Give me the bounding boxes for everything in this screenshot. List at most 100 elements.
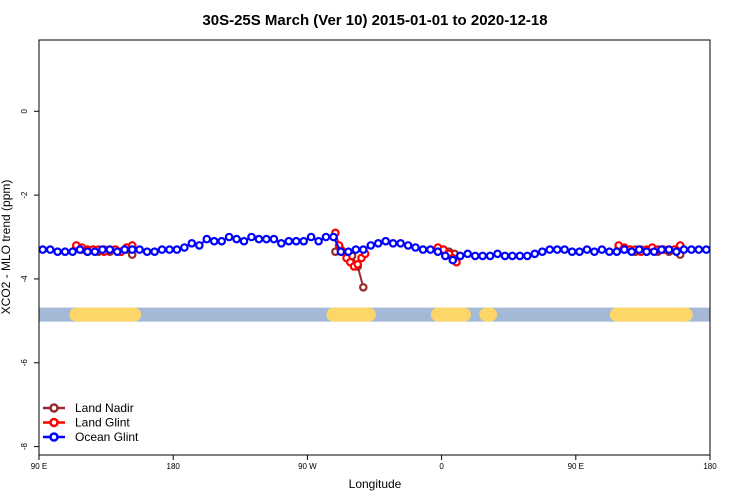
point-ocean-glint <box>142 247 152 257</box>
point-ocean-glint <box>649 247 659 257</box>
point-ocean-glint <box>537 247 547 257</box>
point-ocean-glint <box>552 245 562 254</box>
point-ocean-glint <box>202 234 212 244</box>
point-ocean-glint <box>440 251 450 261</box>
x-tick-label: 180 <box>167 462 181 471</box>
point-ocean-glint <box>165 245 174 254</box>
point-land-glint <box>353 259 363 269</box>
point-ocean-glint <box>403 241 413 250</box>
point-ocean-glint <box>597 245 607 254</box>
point-ocean-glint <box>493 249 502 259</box>
point-ocean-glint <box>224 232 234 242</box>
point-ocean-glint <box>45 245 55 254</box>
point-ocean-glint <box>530 249 540 259</box>
point-ocean-glint <box>545 245 555 254</box>
y-tick-label: 0 <box>20 108 29 113</box>
point-ocean-glint <box>68 247 77 257</box>
y-tick-label: -2 <box>20 191 29 199</box>
y-axis-label: XCO2 - MLO trend (ppm) <box>0 180 13 315</box>
point-ocean-glint <box>567 247 577 257</box>
point-ocean-glint <box>657 245 666 254</box>
point-ocean-glint <box>90 247 100 257</box>
point-ocean-glint <box>575 247 584 257</box>
point-ocean-glint <box>105 245 115 254</box>
point-ocean-glint <box>590 247 599 257</box>
legend-label-land-nadir: Land Nadir <box>75 401 134 415</box>
legend-label-ocean-glint: Ocean Glint <box>75 430 139 444</box>
legend-marker-ocean-glint <box>49 432 59 442</box>
point-ocean-glint <box>687 245 696 254</box>
point-ocean-glint <box>336 247 346 257</box>
x-tick-label: 90 W <box>298 462 317 471</box>
point-ocean-glint <box>455 251 465 261</box>
point-ocean-glint <box>113 247 122 257</box>
point-ocean-glint <box>232 234 241 244</box>
point-ocean-glint <box>701 245 711 254</box>
x-tick-label: 90 E <box>31 462 47 471</box>
y-tick-label: -8 <box>20 443 29 451</box>
point-ocean-glint <box>329 232 338 242</box>
point-ocean-glint <box>500 251 510 261</box>
y-tick-label: -4 <box>20 275 29 283</box>
point-ocean-glint <box>254 234 264 244</box>
point-ocean-glint <box>515 251 525 261</box>
point-ocean-glint <box>299 236 309 246</box>
point-ocean-glint <box>38 245 48 254</box>
y-axis: 0 -2 -4 -6 -8 <box>20 108 39 450</box>
point-ocean-glint <box>127 245 137 254</box>
point-ocean-glint <box>83 247 92 257</box>
point-ocean-glint <box>180 243 189 252</box>
point-ocean-glint <box>634 245 644 254</box>
point-ocean-glint <box>418 245 428 254</box>
point-ocean-glint <box>321 232 331 242</box>
point-ocean-glint <box>426 245 435 254</box>
point-ocean-glint <box>619 245 629 254</box>
point-ocean-glint <box>582 245 592 254</box>
point-ocean-glint <box>120 245 130 254</box>
point-ocean-glint <box>60 247 70 257</box>
chart-title: 30S-25S March (Ver 10) 2015-01-01 to 202… <box>202 12 547 29</box>
x-axis-label: Longitude <box>349 477 402 491</box>
point-ocean-glint <box>508 251 517 261</box>
legend-marker-land-glint <box>49 417 59 428</box>
point-ocean-glint <box>679 245 689 254</box>
point-ocean-glint <box>605 247 614 257</box>
series-line-land-nadir <box>75 246 681 288</box>
point-ocean-glint <box>672 247 681 257</box>
point-ocean-glint <box>291 236 301 246</box>
point-ocean-glint <box>560 245 569 254</box>
point-ocean-glint <box>172 245 182 254</box>
point-ocean-glint <box>239 236 249 246</box>
point-ocean-glint <box>478 251 487 261</box>
point-ocean-glint <box>642 247 651 257</box>
series-ocean-glint <box>38 232 711 265</box>
point-ocean-glint <box>664 245 674 254</box>
point-ocean-glint <box>187 239 197 248</box>
point-ocean-glint <box>53 247 62 257</box>
point-ocean-glint <box>306 232 316 242</box>
point-ocean-glint <box>522 251 532 261</box>
point-ocean-glint <box>373 239 383 248</box>
point-ocean-glint <box>150 247 159 257</box>
point-ocean-glint <box>411 243 420 252</box>
point-ocean-glint <box>448 255 458 265</box>
x-axis: 90 E 180 90 W 0 90 E 180 <box>31 455 717 471</box>
point-ocean-glint <box>157 245 167 254</box>
point-ocean-glint <box>381 236 391 246</box>
point-ocean-glint <box>135 245 144 254</box>
point-ocean-glint <box>75 245 85 254</box>
point-ocean-glint <box>344 247 353 257</box>
point-ocean-glint <box>262 234 271 244</box>
x-tick-label: 90 E <box>568 462 584 471</box>
point-ocean-glint <box>217 236 227 246</box>
point-ocean-glint <box>463 249 473 259</box>
point-ocean-glint <box>351 245 361 254</box>
x-tick-label: 180 <box>703 462 717 471</box>
point-ocean-glint <box>284 236 294 246</box>
point-land-nadir <box>358 282 368 292</box>
point-ocean-glint <box>485 251 495 261</box>
point-ocean-glint <box>470 251 480 261</box>
